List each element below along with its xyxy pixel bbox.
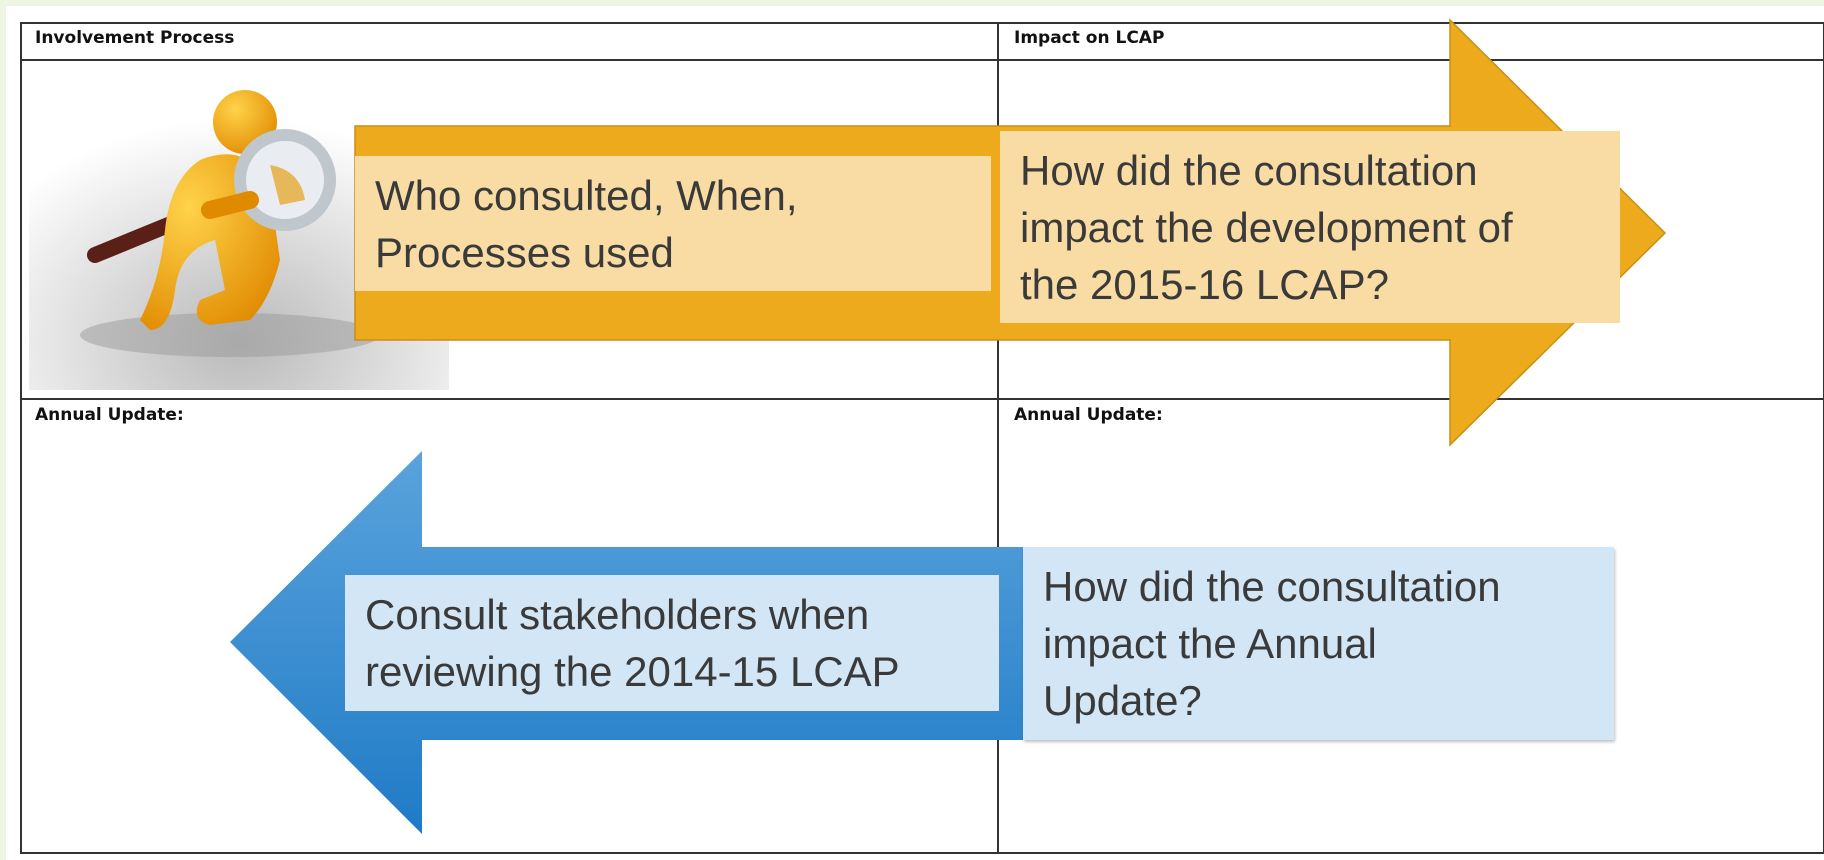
text-line: Update? <box>1043 672 1594 729</box>
text-line: the 2015-16 LCAP? <box>1020 256 1600 313</box>
text-line: How did the consultation <box>1043 558 1594 615</box>
column-header: Involvement Process <box>35 28 234 48</box>
text-line: How did the consultation <box>1020 142 1600 199</box>
text-line: impact the development of <box>1020 199 1600 256</box>
text-line: Consult stakeholders when <box>365 586 979 643</box>
text-line: reviewing the 2014-15 LCAP <box>365 643 979 700</box>
text-box: Who consulted, When,Processes used <box>355 156 991 291</box>
column-header: Impact on LCAP <box>1014 28 1164 48</box>
row-label: Annual Update: <box>35 405 184 425</box>
text-line: impact the Annual <box>1043 615 1594 672</box>
row-label: Annual Update: <box>1014 405 1163 425</box>
text-line: Processes used <box>375 224 971 281</box>
slide: Involvement Process Impact on LCAP Annua… <box>0 0 1824 860</box>
text-line: Who consulted, When, <box>375 167 971 224</box>
